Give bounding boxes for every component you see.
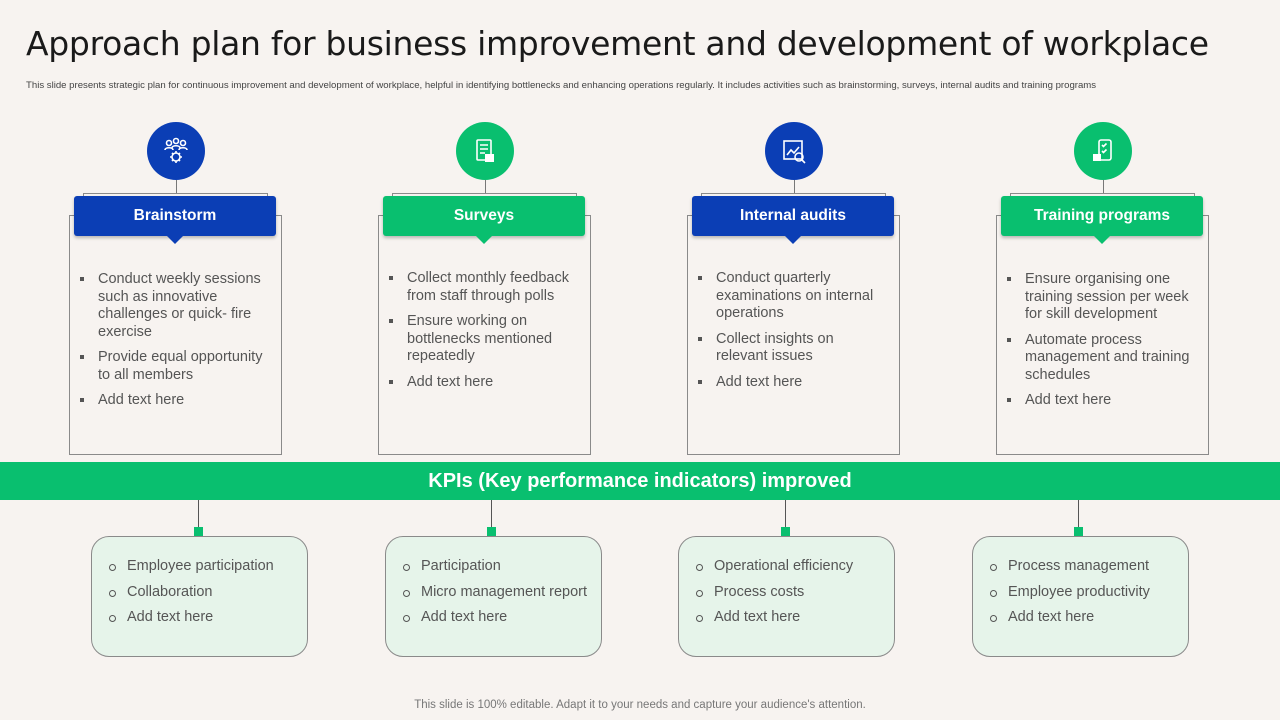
- survey-form-icon: [456, 122, 514, 180]
- header-label: Brainstorm: [133, 207, 217, 224]
- list-item: Ensure organising one training session p…: [1005, 271, 1200, 324]
- list-item: Add text here: [402, 609, 587, 627]
- header-label: Surveys: [453, 207, 515, 224]
- kpi-box-4: Process management Employee productivity…: [972, 536, 1189, 657]
- list-item: Conduct quarterly examinations on intern…: [696, 270, 888, 323]
- list-item: Collect monthly feedback from staff thro…: [387, 270, 579, 305]
- list-item: Collaboration: [108, 584, 274, 602]
- header-surveys: Surveys: [383, 196, 585, 244]
- list-item: Process costs: [695, 584, 853, 602]
- audit-report-icon: [765, 122, 823, 180]
- kpi-banner: KPIs (Key performance indicators) improv…: [0, 462, 1280, 500]
- list-item: Employee participation: [108, 558, 274, 576]
- connector-line: [198, 500, 199, 530]
- training-programs-list: Ensure organising one training session p…: [1005, 271, 1200, 418]
- list-item: Add text here: [696, 374, 888, 392]
- team-gear-icon: [147, 122, 205, 180]
- list-item: Provide equal opportunity to all members: [78, 349, 270, 384]
- list-item: Add text here: [1005, 392, 1200, 410]
- list-item: Operational efficiency: [695, 558, 853, 576]
- kpi-box-1: Employee participation Collaboration Add…: [91, 536, 308, 657]
- footer-note: This slide is 100% editable. Adapt it to…: [414, 699, 866, 711]
- kpi-list: Employee participation Collaboration Add…: [108, 558, 274, 635]
- list-item: Micro management report: [402, 584, 587, 602]
- connector-line: [491, 500, 492, 530]
- kpi-box-3: Operational efficiency Process costs Add…: [678, 536, 895, 657]
- kpi-list: Process management Employee productivity…: [989, 558, 1150, 635]
- list-item: Add text here: [108, 609, 274, 627]
- list-item: Automate process management and training…: [1005, 332, 1200, 385]
- connector-line: [1078, 500, 1079, 530]
- list-item: Process management: [989, 558, 1150, 576]
- kpi-list: Operational efficiency Process costs Add…: [695, 558, 853, 635]
- training-clipboard-icon: [1074, 122, 1132, 180]
- list-item: Ensure working on bottlenecks mentioned …: [387, 313, 579, 366]
- column-card-internal-audits: [687, 215, 900, 455]
- header-brainstorm: Brainstorm: [74, 196, 276, 244]
- internal-audits-list: Conduct quarterly examinations on intern…: [696, 270, 888, 399]
- list-item: Add text here: [78, 392, 270, 410]
- surveys-list: Collect monthly feedback from staff thro…: [387, 270, 579, 399]
- list-item: Add text here: [989, 609, 1150, 627]
- page-title: Approach plan for business improvement a…: [26, 24, 1209, 63]
- connector-line: [785, 500, 786, 530]
- header-label: Training programs: [1033, 207, 1171, 224]
- connector-dot: [781, 527, 790, 536]
- list-item: Participation: [402, 558, 587, 576]
- header-label: Internal audits: [740, 207, 846, 224]
- connector-dot: [1074, 527, 1083, 536]
- brainstorm-list: Conduct weekly sessions such as innovati…: [78, 271, 270, 418]
- list-item: Collect insights on relevant issues: [696, 331, 888, 366]
- list-item: Add text here: [695, 609, 853, 627]
- connector-dot: [487, 527, 496, 536]
- list-item: Employee productivity: [989, 584, 1150, 602]
- column-card-training-programs: [996, 215, 1209, 455]
- header-internal-audits: Internal audits: [692, 196, 894, 244]
- list-item: Add text here: [387, 374, 579, 392]
- header-training-programs: Training programs: [1001, 196, 1203, 244]
- connector-dot: [194, 527, 203, 536]
- kpi-list: Participation Micro management report Ad…: [402, 558, 587, 635]
- column-card-surveys: [378, 215, 591, 455]
- column-card-brainstorm: [69, 215, 282, 455]
- page-subtitle: This slide presents strategic plan for c…: [26, 80, 1097, 91]
- kpi-box-2: Participation Micro management report Ad…: [385, 536, 602, 657]
- list-item: Conduct weekly sessions such as innovati…: [78, 271, 270, 341]
